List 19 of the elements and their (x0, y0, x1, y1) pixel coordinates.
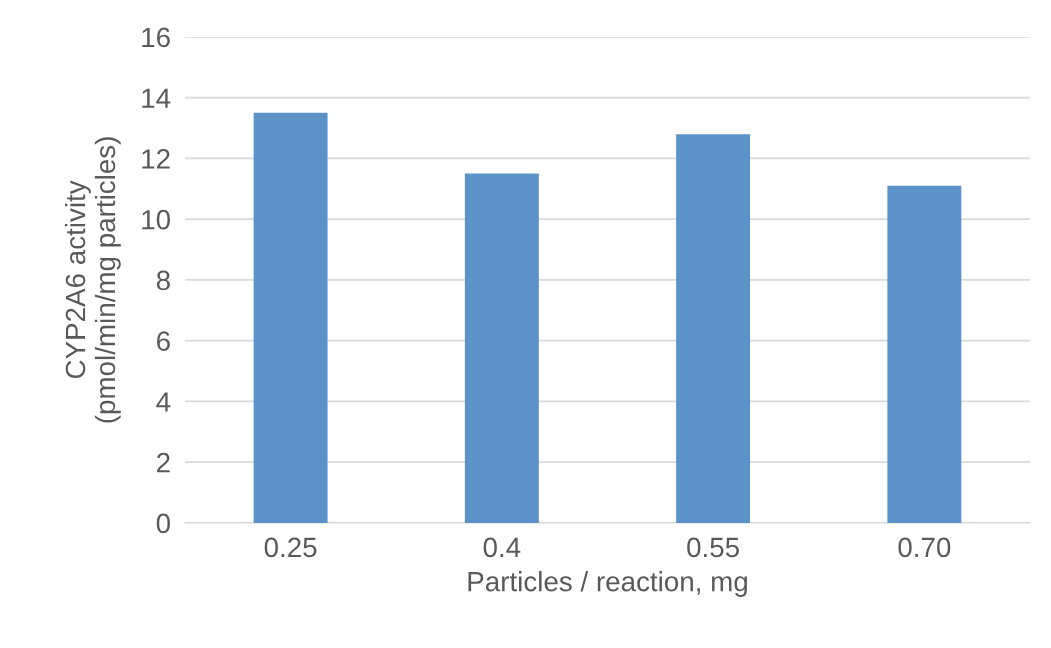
y-tick-label: 8 (156, 270, 170, 291)
x-tick-label: 0.70 (898, 537, 951, 558)
bar (464, 173, 539, 523)
bar (887, 185, 962, 523)
y-tick-label: 14 (142, 88, 171, 108)
bar (253, 112, 328, 523)
y-tick-label: 16 (142, 27, 170, 48)
y-tick-label: 4 (156, 392, 171, 412)
y-tick-label: 10 (142, 209, 170, 230)
x-axis-title: Particles / reaction, mg (468, 571, 747, 597)
y-tick-label: 6 (157, 331, 170, 352)
x-tick-label: 0.4 (483, 537, 521, 558)
bar (676, 134, 751, 523)
y-axis-title: CYP2A6 activity (pmol/min/mg particles) (64, 137, 121, 423)
y-tick-label: 2 (157, 452, 170, 473)
x-tick-label: 0.55 (687, 537, 739, 558)
y-tick-label: 12 (142, 149, 170, 169)
x-tick-label: 0.25 (264, 537, 317, 558)
y-tick-label: 0 (156, 513, 170, 534)
